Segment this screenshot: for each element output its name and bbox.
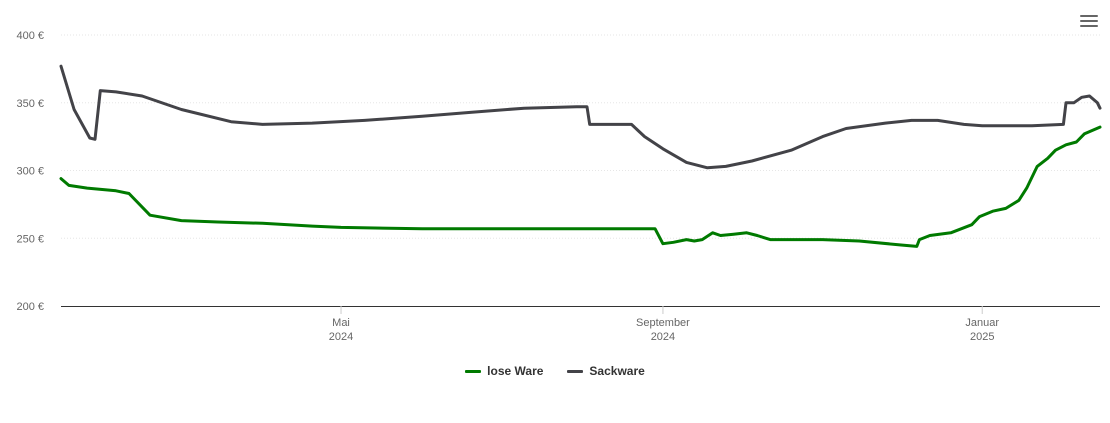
legend-swatch-sackware bbox=[567, 369, 584, 373]
legend-label-sackware: Sackware bbox=[589, 364, 645, 378]
y-tick-label: 400 € bbox=[16, 30, 44, 42]
x-axis: Mai 2024 September 2024 Januar 2025 bbox=[61, 306, 1100, 343]
series-line-1[interactable] bbox=[59, 64, 1102, 170]
hamburger-menu-icon bbox=[1080, 25, 1098, 27]
y-axis: 200 € 250 € 300 € 350 € 400 € bbox=[16, 30, 44, 313]
series-line-0[interactable] bbox=[59, 125, 1102, 248]
x-tick-label: Mai 2024 bbox=[329, 317, 353, 343]
legend-item-lose-ware[interactable]: lose Ware bbox=[465, 364, 543, 378]
hamburger-menu-icon bbox=[1080, 20, 1098, 22]
y-tick-label: 350 € bbox=[16, 98, 44, 110]
legend-item-sackware[interactable]: Sackware bbox=[567, 364, 645, 378]
series-lines bbox=[59, 64, 1102, 248]
chart-legend: lose Ware Sackware bbox=[0, 364, 1110, 378]
chart-menu-button[interactable] bbox=[1078, 12, 1100, 32]
legend-label-lose-ware: lose Ware bbox=[487, 364, 544, 378]
x-tick-label: Januar 2025 bbox=[965, 317, 999, 343]
grid-lines bbox=[61, 34, 1100, 239]
legend-swatch-lose-ware bbox=[465, 369, 482, 373]
hamburger-menu-icon bbox=[1080, 15, 1098, 17]
y-tick-label: 250 € bbox=[16, 233, 44, 245]
y-tick-label: 200 € bbox=[16, 301, 44, 313]
x-tick-label: September 2024 bbox=[636, 317, 690, 343]
y-tick-label: 300 € bbox=[16, 166, 44, 178]
